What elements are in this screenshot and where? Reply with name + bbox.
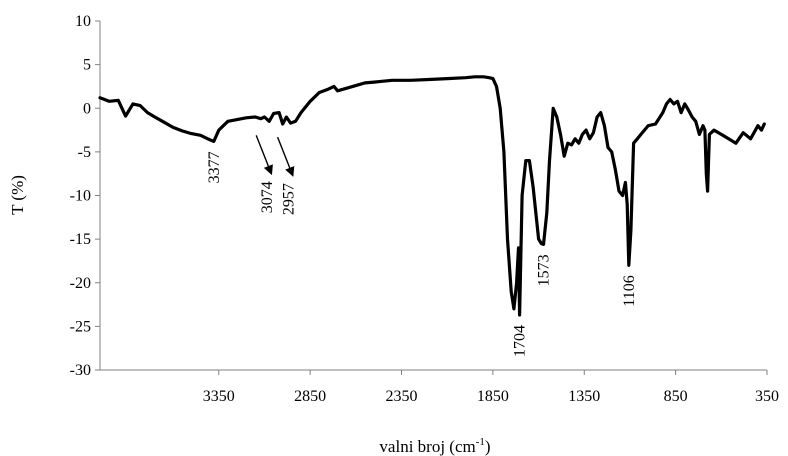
- spectrum-series: [98, 75, 766, 317]
- x-axis-title-main: valni broj (cm: [379, 437, 475, 456]
- y-tick-label: 0: [83, 100, 91, 117]
- x-tick-label: 2350: [386, 388, 418, 405]
- peak-label-group: 2957: [281, 183, 298, 215]
- peak-label-group: 1704: [512, 325, 529, 357]
- x-tick-label: 1350: [568, 388, 600, 405]
- y-tick-label: 5: [83, 57, 91, 74]
- y-tick-label: -15: [70, 231, 91, 248]
- peak-label: 3074: [259, 181, 276, 213]
- x-tick-label: 2850: [294, 388, 326, 405]
- y-axis-title: T (%): [8, 175, 27, 215]
- x-tick-label: 1850: [477, 388, 509, 405]
- x-axis: 3350 2850 2350 1850 1350 850 350: [100, 369, 779, 405]
- y-tick-label: -25: [70, 318, 91, 335]
- x-axis-title: valni broj (cm-1): [379, 436, 490, 456]
- y-tick-label: -10: [70, 188, 91, 205]
- x-axis-title-superscript: -1: [476, 436, 485, 448]
- y-axis: 10 5 0 -5 -10 -15 -20 -25 -30: [70, 13, 101, 379]
- x-tick-label: 850: [664, 388, 688, 405]
- peak-label: 3377: [206, 151, 223, 183]
- peak-annotations: 3377 3074 2957 1704 1573 1106: [206, 135, 638, 357]
- peak-label-group: 1573: [536, 254, 553, 286]
- y-tick-label: 10: [75, 13, 91, 30]
- y-tick-label: -5: [78, 144, 91, 161]
- peak-label: 1704: [512, 325, 529, 357]
- x-tick-label: 3350: [203, 388, 235, 405]
- x-axis-title-close: ): [485, 437, 491, 456]
- peak-label: 1573: [536, 254, 553, 286]
- peak-arrow: [255, 135, 273, 176]
- spectrum-line: [98, 75, 766, 317]
- peak-label-group: 1106: [621, 275, 638, 306]
- peak-label: 2957: [281, 183, 298, 215]
- x-tick-label: 350: [755, 388, 779, 405]
- peak-label-group: 3377: [206, 151, 223, 183]
- y-tick-label: -30: [70, 362, 91, 379]
- peak-label-group: 3074: [259, 181, 276, 213]
- peak-arrow: [276, 136, 295, 177]
- y-tick-label: -20: [70, 275, 91, 292]
- peak-label: 1106: [621, 275, 638, 306]
